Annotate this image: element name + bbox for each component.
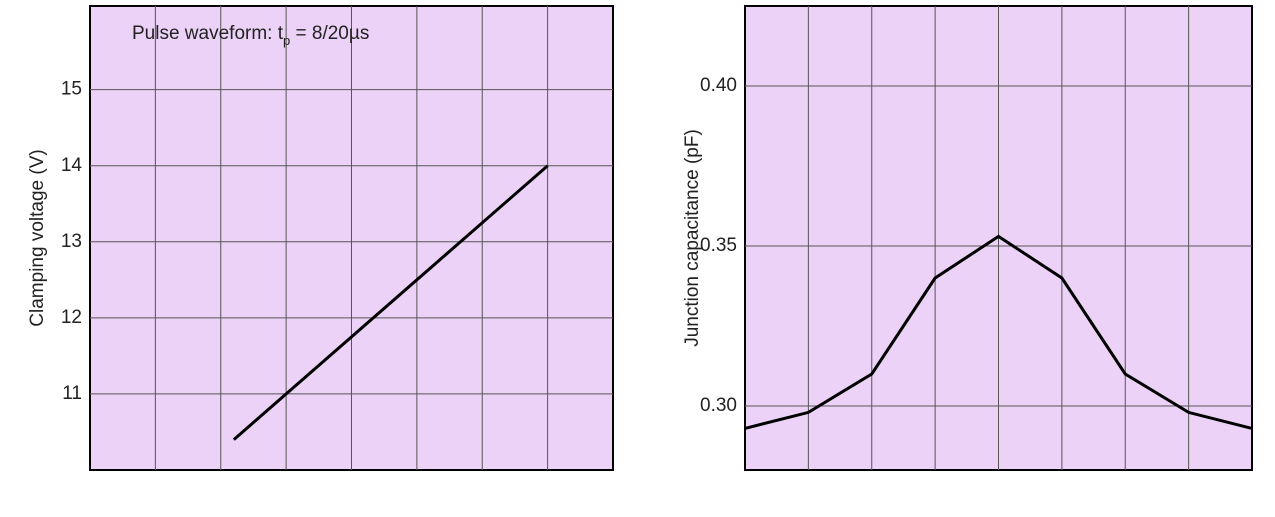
y-tick-label: 13 (61, 231, 82, 252)
y-tick-label: 15 (61, 79, 82, 100)
y-axis-label: Junction capacitance (pF) (682, 129, 703, 347)
annotation-text: Pulse waveform: t (132, 23, 284, 44)
y-tick-label: 0.35 (700, 235, 737, 256)
data-line (744, 234, 1253, 430)
y-tick-label: 11 (62, 383, 82, 404)
y-tick-label: 0.30 (700, 395, 737, 416)
y-tick-label: 14 (61, 155, 83, 176)
y-tick-label: 12 (61, 307, 82, 328)
annotation: Pulse waveform: tp = 8/20µs (132, 23, 369, 48)
y-axis-label: Clamping voltage (V) (27, 149, 48, 326)
annotation-sub: p (283, 33, 290, 48)
annotation-rest: = 8/20µs (290, 23, 369, 44)
data-line (232, 164, 549, 441)
y-tick-label: 0.40 (700, 75, 737, 96)
